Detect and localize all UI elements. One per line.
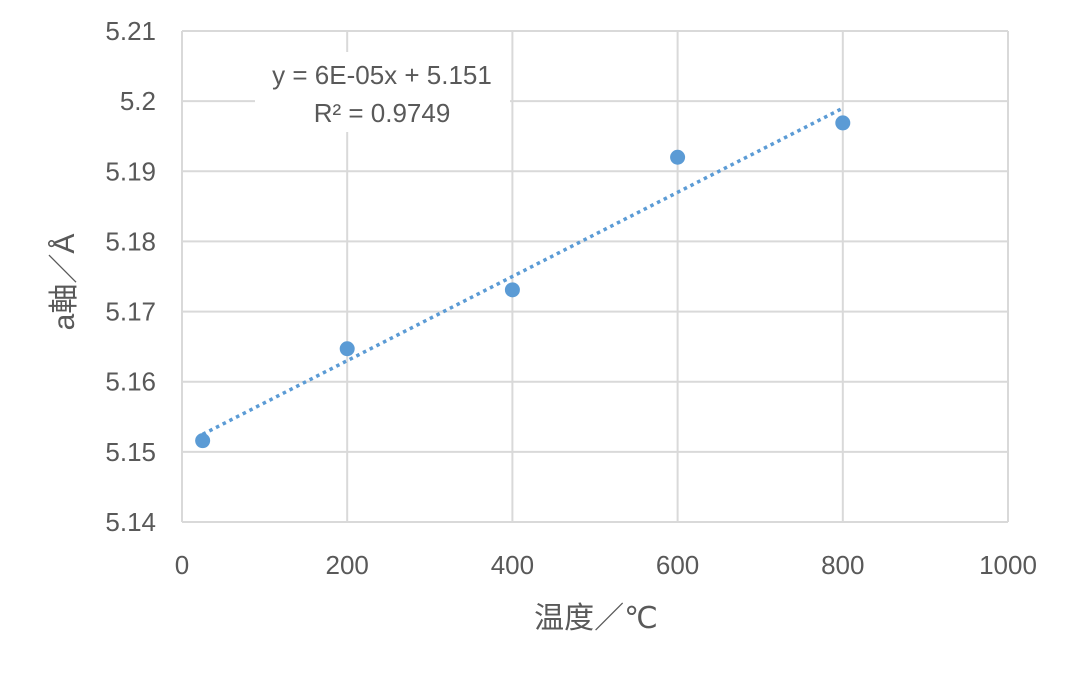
- trendline-equation: y = 6E-05x + 5.151: [272, 60, 492, 90]
- x-tick-label: 0: [175, 550, 189, 580]
- y-tick-label: 5.19: [105, 156, 156, 186]
- tick-labels: 5.14 5.15 5.16 5.17 5.18 5.19 5.2 5.21 0 200 400 60…: [105, 16, 1037, 580]
- y-tick-label: 5.17: [105, 297, 156, 327]
- data-points: [195, 115, 851, 449]
- y-tick-label: 5.15: [105, 437, 156, 467]
- y-tick-label: 5.2: [120, 86, 156, 116]
- trendline: [201, 106, 844, 436]
- equation-box: [255, 52, 510, 132]
- data-point: [504, 282, 520, 298]
- x-axis-title: 温度／℃: [534, 602, 658, 635]
- x-tick-label: 200: [326, 550, 369, 580]
- data-point: [670, 149, 686, 165]
- x-tick-label: 400: [491, 550, 534, 580]
- data-point: [195, 433, 211, 449]
- axes: [181, 31, 1008, 523]
- y-tick-label: 5.21: [105, 16, 156, 46]
- data-point: [835, 115, 851, 131]
- x-tick-label: 800: [821, 550, 864, 580]
- y-axis-title: a軸／Å: [48, 234, 81, 331]
- y-tick-label: 5.16: [105, 367, 156, 397]
- x-tick-label: 600: [656, 550, 699, 580]
- r-squared-label: R² = 0.9749: [314, 98, 451, 128]
- data-point: [339, 341, 355, 357]
- trendline-layer: [201, 106, 844, 436]
- y-tick-label: 5.18: [105, 226, 156, 256]
- x-tick-label: 1000: [979, 550, 1037, 580]
- y-tick-label: 5.14: [105, 507, 156, 537]
